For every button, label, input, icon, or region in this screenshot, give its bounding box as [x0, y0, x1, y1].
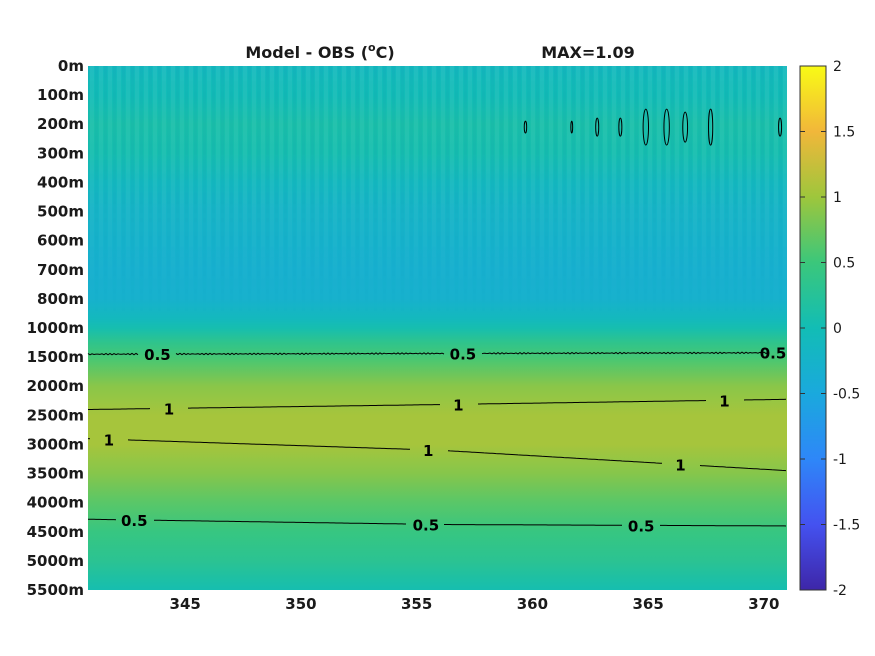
contour-label: 0.5 [628, 517, 655, 535]
contour-label: 0.5 [450, 345, 477, 363]
colorbar: 2 1.5 1 0.5 0 -0.5 -1 -1.5 -2 [799, 59, 860, 599]
x-tick-label: 355 [401, 595, 432, 613]
y-tick-label: 5000m [27, 552, 84, 570]
chart-title: Model - OBS (oC) [245, 41, 394, 62]
small-contours [523, 108, 783, 146]
y-tick-label: 5500m [27, 581, 84, 599]
y-tick-label: 600m [37, 232, 84, 250]
y-axis: 0m 100m 200m 300m 400m 500m 600m 700m 800m 1000m 1… [27, 57, 84, 599]
colorbar-tick-label: -1.5 [833, 518, 860, 534]
small-contour [618, 117, 623, 137]
contour-label: 0.5 [144, 346, 171, 364]
contour-line [87, 438, 787, 472]
colorbar-tick-label: 0 [833, 321, 842, 337]
title-unit: C) [376, 43, 395, 62]
contour-line [87, 351, 769, 356]
y-tick-label: 2500m [27, 406, 84, 424]
colorbar-tick-label: 1 [833, 190, 842, 206]
degree-symbol: o [368, 41, 376, 54]
contour-labels: 0.5 0.5 0.5 1 1 1 1 1 1 0.5 0.5 0.5 [104, 345, 787, 536]
colorbar-tick-label: -1 [833, 452, 847, 468]
contour-label: 0.5 [121, 512, 148, 530]
max-label: MAX=1.09 [541, 43, 635, 62]
x-axis: 345 350 355 360 365 370 [170, 595, 780, 613]
heatmap-stripes [88, 66, 787, 316]
contour-label: 1 [675, 456, 685, 474]
small-contour [682, 111, 689, 143]
small-contour [523, 120, 528, 134]
x-tick-label: 360 [517, 595, 548, 613]
x-tick-label: 350 [285, 595, 316, 613]
contour-label: 1 [104, 431, 114, 449]
contour-lines [87, 351, 787, 527]
y-tick-label: 500m [37, 203, 84, 221]
y-tick-label: 800m [37, 290, 84, 308]
y-tick-label: 1500m [27, 348, 84, 366]
contour-label: 1 [719, 392, 729, 410]
x-tick-label: 370 [748, 595, 779, 613]
small-contour [708, 108, 714, 146]
small-contour [642, 108, 650, 146]
plot-area: 0.5 0.5 0.5 1 1 1 1 1 1 0.5 0.5 0.5 [87, 66, 787, 590]
contour-line [88, 398, 787, 410]
small-contour [570, 120, 574, 134]
contour-label: 1 [423, 442, 433, 460]
contour-line [88, 518, 787, 527]
contour-label: 1 [453, 396, 463, 414]
y-tick-label: 1000m [27, 319, 84, 337]
small-contour [778, 117, 783, 137]
y-tick-label: 3000m [27, 435, 84, 453]
colorbar-tick-label: -2 [833, 583, 847, 599]
y-tick-label: 0m [58, 57, 84, 75]
y-tick-label: 4000m [27, 494, 84, 512]
colorbar-ticks: 2 1.5 1 0.5 0 -0.5 -1 -1.5 -2 [800, 59, 860, 599]
x-tick-label: 365 [632, 595, 663, 613]
x-tick-label: 345 [170, 595, 201, 613]
small-contour [663, 108, 670, 146]
y-tick-label: 2000m [27, 377, 84, 395]
y-tick-label: 300m [37, 144, 84, 162]
y-tick-label: 200m [37, 115, 84, 133]
y-tick-label: 400m [37, 173, 84, 191]
contour-label: 1 [164, 400, 174, 418]
colorbar-tick-label: 1.5 [833, 125, 855, 141]
colorbar-tick-label: -0.5 [833, 387, 860, 403]
y-tick-label: 700m [37, 261, 84, 279]
colorbar-tick-label: 2 [833, 59, 842, 75]
contour-label: 0.5 [413, 516, 440, 534]
y-tick-label: 4500m [27, 523, 84, 541]
y-tick-label: 100m [37, 86, 84, 104]
contour-label: 0.5 [760, 345, 787, 363]
colorbar-tick-label: 0.5 [833, 256, 855, 272]
small-contour [595, 117, 600, 137]
y-tick-label: 3500m [27, 465, 84, 483]
